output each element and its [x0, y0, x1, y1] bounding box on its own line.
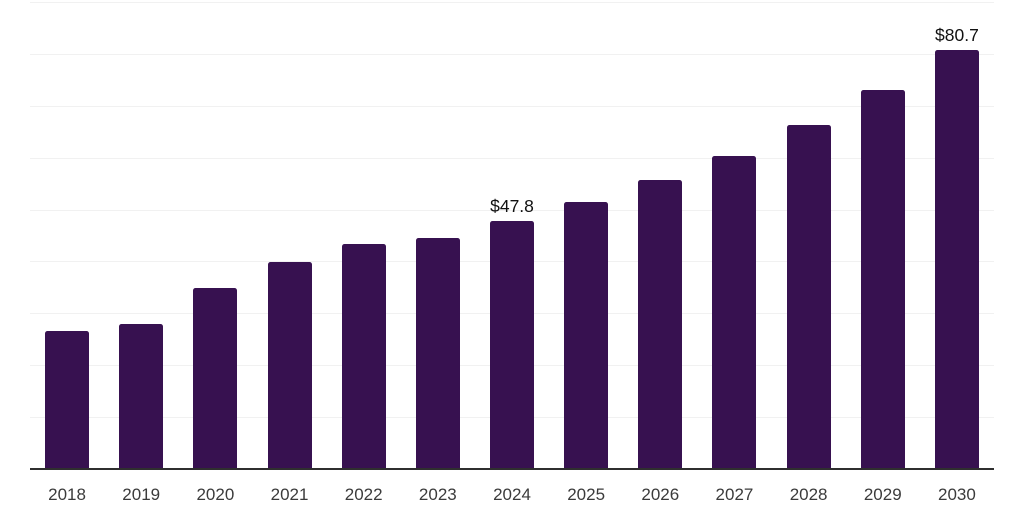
x-tick-label-2030: 2030 — [938, 485, 976, 504]
bar-value-label-2024: $47.8 — [490, 195, 534, 216]
gridline — [30, 2, 994, 3]
x-tick-label-2019: 2019 — [122, 485, 161, 504]
x-tick-label-2024: 2024 — [493, 485, 531, 504]
x-tick-label-2018: 2018 — [48, 485, 86, 504]
bar-value-label-2030: $80.7 — [935, 25, 979, 46]
x-tick-label-2027: 2027 — [715, 485, 754, 504]
gridline — [30, 105, 994, 107]
x-tick-label-2025: 2025 — [567, 485, 606, 504]
bar-2024 — [490, 220, 534, 469]
bar-2030 — [934, 50, 979, 469]
bar-2018 — [45, 330, 90, 469]
gridline — [30, 157, 994, 159]
x-tick-label-2029: 2029 — [863, 485, 902, 504]
x-tick-label-2021: 2021 — [270, 485, 309, 504]
bar-2020 — [193, 288, 238, 469]
x-tick-label-2022: 2022 — [344, 485, 383, 504]
bar-2029 — [860, 90, 905, 469]
bar-2025 — [564, 201, 609, 469]
bar-2028 — [786, 125, 831, 469]
bar-2023 — [415, 238, 460, 469]
gridline — [30, 209, 994, 211]
x-tick-label-2028: 2028 — [789, 485, 828, 504]
gridline — [30, 53, 994, 55]
x-axis-line — [30, 468, 994, 470]
bar-2022 — [341, 243, 386, 469]
bar-2021 — [267, 261, 312, 469]
bar-2019 — [119, 324, 164, 469]
bar-2026 — [638, 180, 683, 469]
x-tick-label-2026: 2026 — [641, 485, 680, 504]
x-tick-label-2020: 2020 — [196, 485, 235, 504]
x-tick-label-2023: 2023 — [418, 485, 457, 504]
bar-2027 — [712, 155, 757, 469]
